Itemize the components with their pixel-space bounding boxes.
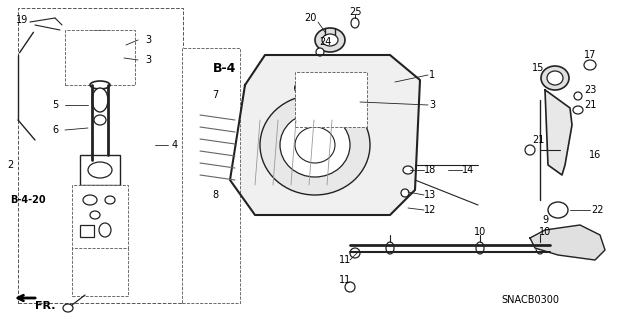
Ellipse shape <box>306 79 354 97</box>
Text: 11: 11 <box>339 275 351 285</box>
Polygon shape <box>530 225 605 260</box>
Text: 17: 17 <box>584 50 596 60</box>
Ellipse shape <box>315 28 345 52</box>
Bar <box>72 185 128 250</box>
Text: 1: 1 <box>429 70 435 80</box>
Ellipse shape <box>280 113 350 177</box>
Ellipse shape <box>573 106 583 114</box>
Ellipse shape <box>207 93 223 113</box>
Text: 3: 3 <box>145 55 151 65</box>
Ellipse shape <box>574 92 582 100</box>
Bar <box>295 72 367 127</box>
Text: 14: 14 <box>462 165 474 175</box>
Text: 13: 13 <box>424 190 436 200</box>
Ellipse shape <box>547 71 563 85</box>
Ellipse shape <box>548 202 568 218</box>
Ellipse shape <box>541 66 569 90</box>
Ellipse shape <box>260 95 370 195</box>
Ellipse shape <box>307 102 353 118</box>
Ellipse shape <box>90 211 100 219</box>
Ellipse shape <box>401 189 409 197</box>
Text: 19: 19 <box>16 15 28 25</box>
Text: 21: 21 <box>532 135 544 145</box>
Ellipse shape <box>87 280 111 290</box>
Text: 16: 16 <box>589 150 601 160</box>
Bar <box>72 248 128 296</box>
Text: 12: 12 <box>424 205 436 215</box>
Ellipse shape <box>87 255 111 265</box>
Ellipse shape <box>322 34 338 46</box>
Bar <box>80 225 94 237</box>
Text: 3: 3 <box>145 35 151 45</box>
Ellipse shape <box>525 145 535 155</box>
Text: 21: 21 <box>584 100 596 110</box>
Text: FR.: FR. <box>35 301 56 311</box>
Polygon shape <box>545 90 572 175</box>
Bar <box>65 30 135 85</box>
Ellipse shape <box>298 88 362 112</box>
Text: SNACB0300: SNACB0300 <box>501 295 559 305</box>
Text: B-4: B-4 <box>213 62 237 75</box>
Bar <box>182 48 240 303</box>
Ellipse shape <box>70 43 130 67</box>
Ellipse shape <box>536 242 544 254</box>
Ellipse shape <box>78 55 122 71</box>
Text: 11: 11 <box>339 255 351 265</box>
Text: 25: 25 <box>349 7 361 17</box>
Text: 20: 20 <box>304 13 316 23</box>
Ellipse shape <box>99 223 111 237</box>
Bar <box>198 108 238 188</box>
Bar <box>85 255 113 290</box>
Ellipse shape <box>403 166 413 174</box>
Text: 24: 24 <box>319 37 331 47</box>
Bar <box>80 155 120 185</box>
Ellipse shape <box>92 88 108 112</box>
Bar <box>18 8 183 303</box>
Text: 18: 18 <box>424 165 436 175</box>
Ellipse shape <box>88 162 112 178</box>
Ellipse shape <box>94 115 106 125</box>
Text: 7: 7 <box>212 90 218 100</box>
Text: 4: 4 <box>172 140 178 150</box>
Ellipse shape <box>68 31 132 59</box>
Polygon shape <box>230 55 420 215</box>
Ellipse shape <box>351 18 359 28</box>
Text: 2: 2 <box>7 160 13 170</box>
Ellipse shape <box>295 74 365 102</box>
Ellipse shape <box>350 248 360 258</box>
Ellipse shape <box>476 242 484 254</box>
Ellipse shape <box>78 36 122 54</box>
Ellipse shape <box>345 282 355 292</box>
Text: 23: 23 <box>584 85 596 95</box>
Text: 9: 9 <box>542 215 548 225</box>
Text: 5: 5 <box>52 100 58 110</box>
Text: 10: 10 <box>539 227 551 237</box>
Text: 8: 8 <box>212 190 218 200</box>
Ellipse shape <box>295 127 335 163</box>
Text: 6: 6 <box>52 125 58 135</box>
Ellipse shape <box>316 48 324 56</box>
Text: B-4-20: B-4-20 <box>10 195 46 205</box>
Ellipse shape <box>63 304 73 312</box>
Text: 3: 3 <box>429 100 435 110</box>
Ellipse shape <box>105 196 115 204</box>
Ellipse shape <box>584 60 596 70</box>
Text: 15: 15 <box>532 63 544 73</box>
Ellipse shape <box>90 81 110 89</box>
Ellipse shape <box>386 242 394 254</box>
Text: 22: 22 <box>592 205 604 215</box>
Ellipse shape <box>83 195 97 205</box>
Text: 10: 10 <box>474 227 486 237</box>
